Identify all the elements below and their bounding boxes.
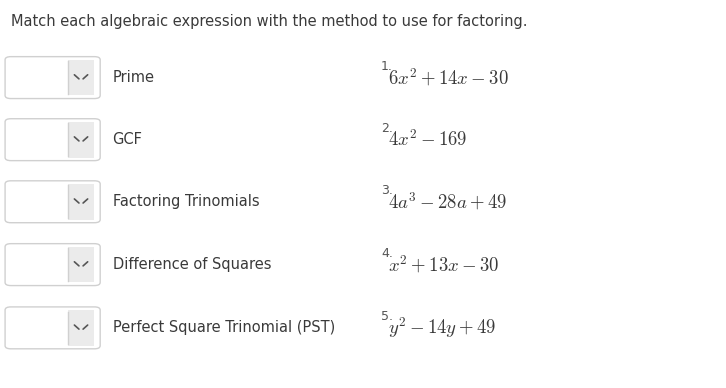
Text: Factoring Trinomials: Factoring Trinomials: [113, 194, 259, 209]
FancyBboxPatch shape: [11, 310, 68, 346]
FancyBboxPatch shape: [11, 247, 68, 282]
Text: $y^2 - 14y + 49$: $y^2 - 14y + 49$: [388, 315, 497, 340]
Text: 2.: 2.: [381, 122, 393, 135]
FancyBboxPatch shape: [68, 60, 94, 95]
Text: $6x^2 + 14x - 30$: $6x^2 + 14x - 30$: [388, 67, 509, 88]
Text: 1.: 1.: [381, 60, 393, 73]
Text: $x^2 + 13x - 30$: $x^2 + 13x - 30$: [388, 254, 499, 275]
Text: GCF: GCF: [113, 132, 142, 147]
FancyBboxPatch shape: [68, 122, 94, 158]
Text: Difference of Squares: Difference of Squares: [113, 257, 271, 272]
FancyBboxPatch shape: [68, 184, 94, 220]
FancyBboxPatch shape: [11, 60, 68, 95]
FancyBboxPatch shape: [11, 122, 68, 158]
Text: Match each algebraic expression with the method to use for factoring.: Match each algebraic expression with the…: [11, 14, 527, 29]
Text: $4a^3 - 28a + 49$: $4a^3 - 28a + 49$: [388, 191, 507, 213]
Text: 3.: 3.: [381, 184, 393, 197]
FancyBboxPatch shape: [68, 310, 94, 346]
Text: Prime: Prime: [113, 70, 155, 85]
FancyBboxPatch shape: [11, 184, 68, 220]
Text: Perfect Square Trinomial (PST): Perfect Square Trinomial (PST): [113, 320, 335, 335]
Text: $4x^2 - 169$: $4x^2 - 169$: [388, 129, 468, 150]
Text: 5.: 5.: [381, 310, 393, 324]
FancyBboxPatch shape: [68, 247, 94, 282]
Text: 4.: 4.: [381, 247, 393, 260]
